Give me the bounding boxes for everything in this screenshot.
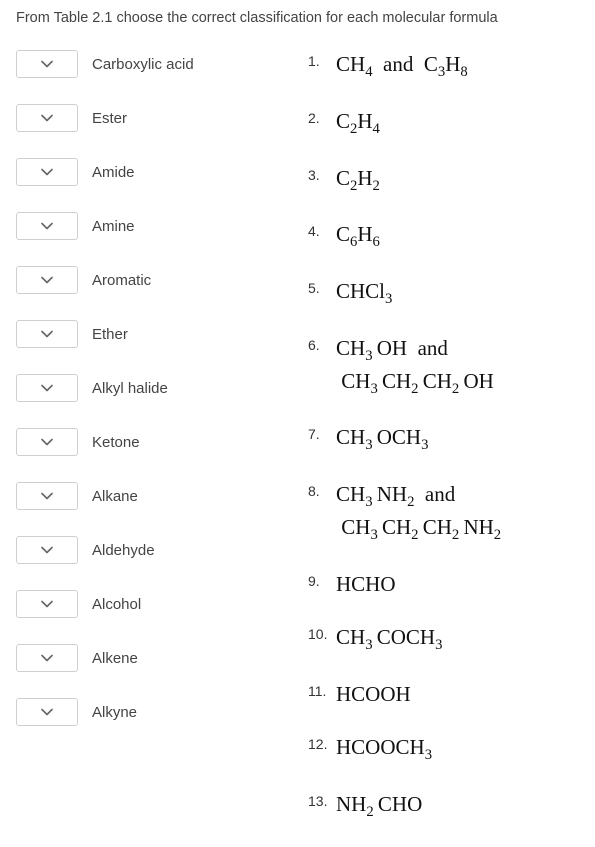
- classification-row: Alcohol: [16, 590, 276, 618]
- classification-row: Aromatic: [16, 266, 276, 294]
- classification-select[interactable]: [16, 50, 78, 78]
- chevron-down-icon: [41, 60, 53, 68]
- classification-row: Alkene: [16, 644, 276, 672]
- classification-label: Ester: [92, 110, 127, 127]
- chevron-down-icon: [41, 708, 53, 716]
- formula-column: 1.CH4 and C3H8 2.C2H4 3.C2H2 4.C6H6 5.CHCl3 6…: [308, 50, 579, 847]
- formula-number: 5.: [308, 277, 336, 296]
- formula-number: 4.: [308, 220, 336, 239]
- classification-row: Amine: [16, 212, 276, 240]
- formula-number: 1.: [308, 50, 336, 69]
- classification-select[interactable]: [16, 212, 78, 240]
- classification-row: Aldehyde: [16, 536, 276, 564]
- formula-row: 8.CH3 NH2 and CH3 CH2 CH2 NH2: [308, 480, 579, 546]
- chevron-down-icon: [41, 168, 53, 176]
- formula-text: HCHO: [336, 570, 396, 599]
- formula-row: 9.HCHO: [308, 570, 579, 599]
- formula-number: 9.: [308, 570, 336, 589]
- formula-text: CHCl3: [336, 277, 392, 310]
- formula-text: HCOOCH3: [336, 733, 432, 766]
- chevron-down-icon: [41, 600, 53, 608]
- classification-row: Carboxylic acid: [16, 50, 276, 78]
- formula-number: 2.: [308, 107, 336, 126]
- classification-select[interactable]: [16, 374, 78, 402]
- formula-text: NH2 CHO: [336, 790, 422, 823]
- formula-text: C2H4: [336, 107, 380, 140]
- classification-label: Ether: [92, 326, 128, 343]
- classification-label: Alcohol: [92, 596, 141, 613]
- classification-label: Alkyl halide: [92, 380, 168, 397]
- formula-row: 10.CH3 COCH3: [308, 623, 579, 656]
- classification-select[interactable]: [16, 104, 78, 132]
- chevron-down-icon: [41, 384, 53, 392]
- chevron-down-icon: [41, 330, 53, 338]
- formula-row: 2.C2H4: [308, 107, 579, 140]
- classification-select[interactable]: [16, 698, 78, 726]
- classification-label: Alkyne: [92, 704, 137, 721]
- classification-row: Ether: [16, 320, 276, 348]
- formula-text: CH3 OH and CH3 CH2 CH2 OH: [336, 334, 494, 400]
- formula-number: 12.: [308, 733, 336, 752]
- formula-number: 8.: [308, 480, 336, 499]
- formula-row: 5.CHCl3: [308, 277, 579, 310]
- formula-row: 11.HCOOH: [308, 680, 579, 709]
- classification-label: Ketone: [92, 434, 140, 451]
- classification-row: Ester: [16, 104, 276, 132]
- classification-label: Alkene: [92, 650, 138, 667]
- formula-text: C6H6: [336, 220, 380, 253]
- classification-label: Carboxylic acid: [92, 56, 194, 73]
- formula-number: 11.: [308, 680, 336, 699]
- classification-label: Aromatic: [92, 272, 151, 289]
- formula-text: CH3 COCH3: [336, 623, 442, 656]
- classification-column: Carboxylic acid Ester Amide Amine Aromatic Et…: [16, 50, 276, 847]
- formula-number: 13.: [308, 790, 336, 809]
- formula-row: 12.HCOOCH3: [308, 733, 579, 766]
- formula-row: 1.CH4 and C3H8: [308, 50, 579, 83]
- formula-number: 10.: [308, 623, 336, 642]
- classification-select[interactable]: [16, 644, 78, 672]
- formula-text: CH3 OCH3: [336, 423, 428, 456]
- formula-text: CH4 and C3H8: [336, 50, 468, 83]
- formula-number: 3.: [308, 164, 336, 183]
- chevron-down-icon: [41, 114, 53, 122]
- chevron-down-icon: [41, 654, 53, 662]
- classification-label: Amine: [92, 218, 135, 235]
- formula-number: 7.: [308, 423, 336, 442]
- formula-row: 13.NH2 CHO: [308, 790, 579, 823]
- classification-label: Aldehyde: [92, 542, 155, 559]
- instruction-text: From Table 2.1 choose the correct classi…: [16, 10, 579, 26]
- chevron-down-icon: [41, 438, 53, 446]
- classification-select[interactable]: [16, 320, 78, 348]
- chevron-down-icon: [41, 492, 53, 500]
- classification-select[interactable]: [16, 428, 78, 456]
- content-area: Carboxylic acid Ester Amide Amine Aromatic Et…: [16, 50, 579, 847]
- classification-select[interactable]: [16, 536, 78, 564]
- formula-row: 7.CH3 OCH3: [308, 423, 579, 456]
- formula-number: 6.: [308, 334, 336, 353]
- classification-row: Ketone: [16, 428, 276, 456]
- classification-row: Alkyl halide: [16, 374, 276, 402]
- classification-row: Alkane: [16, 482, 276, 510]
- formula-text: CH3 NH2 and CH3 CH2 CH2 NH2: [336, 480, 501, 546]
- classification-select[interactable]: [16, 590, 78, 618]
- classification-label: Amide: [92, 164, 135, 181]
- formula-text: HCOOH: [336, 680, 411, 709]
- formula-text: C2H2: [336, 164, 380, 197]
- classification-row: Amide: [16, 158, 276, 186]
- classification-row: Alkyne: [16, 698, 276, 726]
- classification-select[interactable]: [16, 266, 78, 294]
- classification-label: Alkane: [92, 488, 138, 505]
- formula-row: 6.CH3 OH and CH3 CH2 CH2 OH: [308, 334, 579, 400]
- chevron-down-icon: [41, 276, 53, 284]
- chevron-down-icon: [41, 222, 53, 230]
- formula-row: 4.C6H6: [308, 220, 579, 253]
- chevron-down-icon: [41, 546, 53, 554]
- classification-select[interactable]: [16, 158, 78, 186]
- formula-row: 3.C2H2: [308, 164, 579, 197]
- classification-select[interactable]: [16, 482, 78, 510]
